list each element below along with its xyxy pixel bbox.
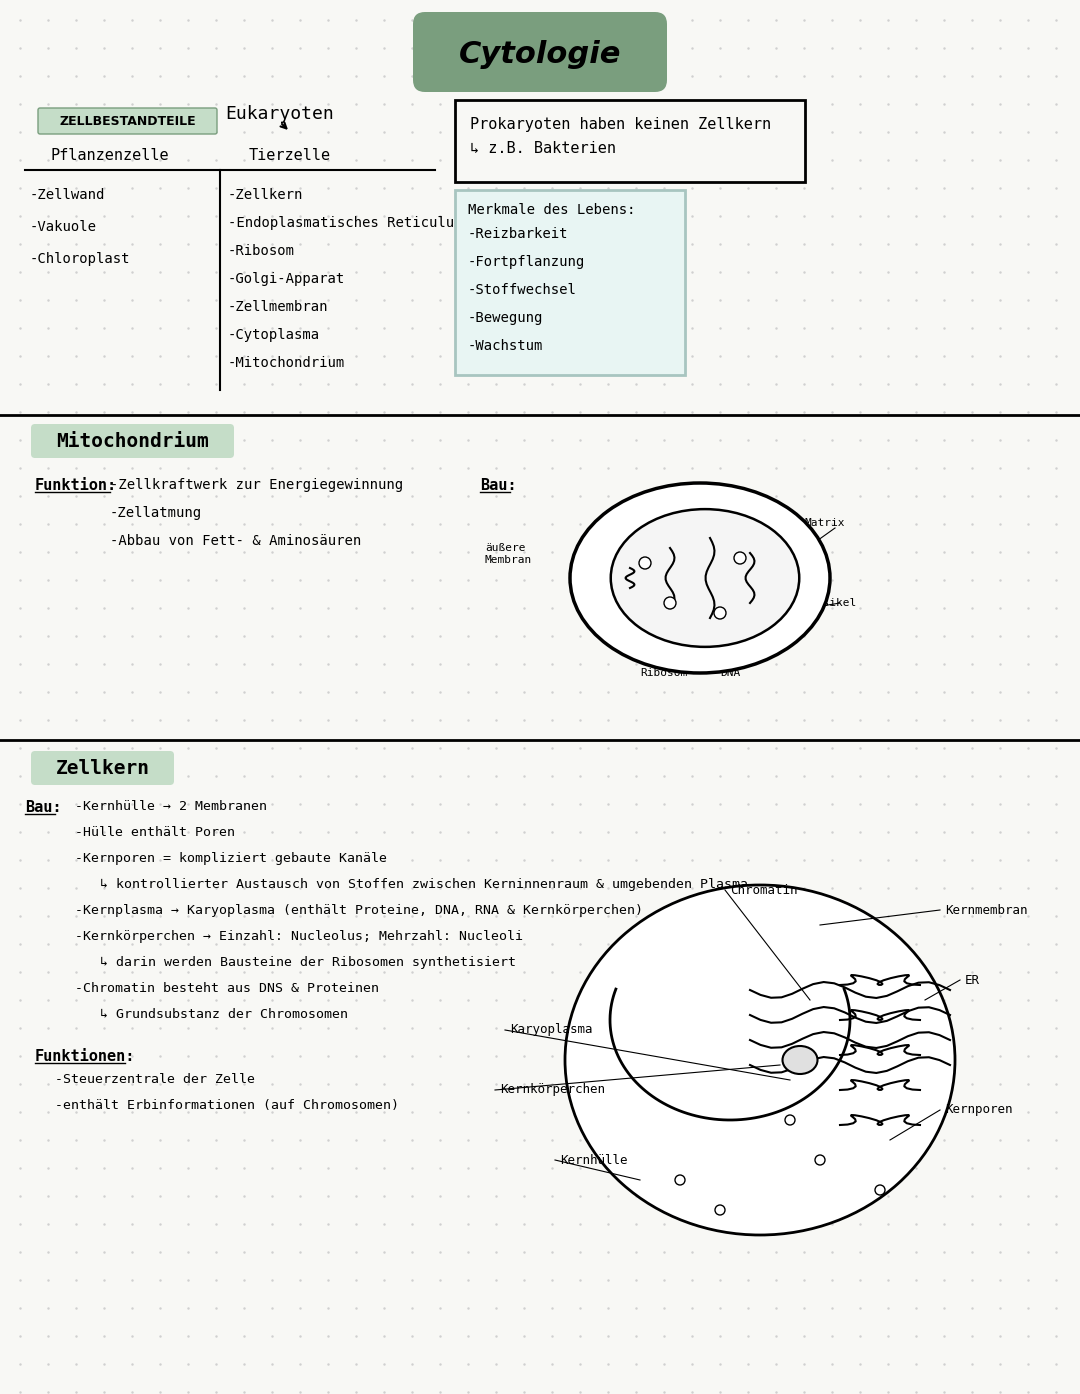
Text: Pflanzenzelle: Pflanzenzelle bbox=[51, 148, 170, 163]
Text: -Mitochondrium: -Mitochondrium bbox=[228, 355, 346, 369]
Text: Ribosom: Ribosom bbox=[640, 668, 687, 677]
Text: Eukaryoten: Eukaryoten bbox=[226, 105, 335, 123]
Text: innere
Membran: innere Membran bbox=[710, 498, 757, 520]
Ellipse shape bbox=[570, 482, 831, 673]
Text: -Stoffwechsel: -Stoffwechsel bbox=[468, 283, 577, 297]
Text: Zellkern: Zellkern bbox=[55, 758, 149, 778]
Text: Prokaryoten haben keinen Zellkern: Prokaryoten haben keinen Zellkern bbox=[470, 117, 771, 132]
Text: Funktion:: Funktion: bbox=[35, 478, 117, 493]
Text: -Bewegung: -Bewegung bbox=[468, 311, 543, 325]
Text: DNA: DNA bbox=[720, 668, 740, 677]
Text: ZELLBESTANDTEILE: ZELLBESTANDTEILE bbox=[59, 114, 195, 127]
Text: äußere
Membran: äußere Membran bbox=[485, 544, 532, 565]
Circle shape bbox=[675, 1175, 685, 1185]
FancyBboxPatch shape bbox=[38, 107, 217, 134]
Text: -Kernplasma → Karyoplasma (enthält Proteine, DNA, RNA & Kernkörperchen): -Kernplasma → Karyoplasma (enthält Prote… bbox=[75, 903, 643, 917]
FancyBboxPatch shape bbox=[455, 190, 685, 375]
FancyBboxPatch shape bbox=[455, 100, 805, 183]
Text: ↳ Grundsubstanz der Chromosomen: ↳ Grundsubstanz der Chromosomen bbox=[100, 1008, 348, 1020]
Text: -Chloroplast: -Chloroplast bbox=[30, 252, 131, 266]
Circle shape bbox=[785, 1115, 795, 1125]
Text: Funktionen:: Funktionen: bbox=[35, 1050, 135, 1064]
Text: Mitochondrium: Mitochondrium bbox=[56, 432, 208, 450]
Text: Kernkörperchen: Kernkörperchen bbox=[500, 1083, 605, 1097]
FancyBboxPatch shape bbox=[31, 751, 174, 785]
Text: -Zellmembran: -Zellmembran bbox=[228, 300, 328, 314]
Text: Vesikel: Vesikel bbox=[810, 598, 858, 608]
FancyBboxPatch shape bbox=[31, 424, 234, 459]
Text: -Abbau von Fett- & Aminosäuren: -Abbau von Fett- & Aminosäuren bbox=[110, 534, 361, 548]
Text: -Zellkern: -Zellkern bbox=[228, 188, 303, 202]
Text: -Steuerzentrale der Zelle: -Steuerzentrale der Zelle bbox=[55, 1073, 255, 1086]
Text: -Zellkraftwerk zur Energiegewinnung: -Zellkraftwerk zur Energiegewinnung bbox=[110, 478, 403, 492]
Circle shape bbox=[734, 552, 746, 565]
Text: -Ribosom: -Ribosom bbox=[228, 244, 295, 258]
Text: ER: ER bbox=[966, 973, 980, 987]
Text: Chromatin: Chromatin bbox=[730, 884, 797, 896]
Text: -Chromatin besteht aus DNS & Proteinen: -Chromatin besteht aus DNS & Proteinen bbox=[75, 981, 379, 995]
Text: Tierzelle: Tierzelle bbox=[248, 148, 332, 163]
Text: ↳ kontrollierter Austausch von Stoffen zwischen Kerninnenraum & umgebenden Plasm: ↳ kontrollierter Austausch von Stoffen z… bbox=[100, 878, 748, 891]
Text: Cytologie: Cytologie bbox=[459, 39, 621, 68]
Text: Kernporen: Kernporen bbox=[945, 1104, 1012, 1117]
Ellipse shape bbox=[565, 885, 955, 1235]
Text: Merkmale des Lebens:: Merkmale des Lebens: bbox=[468, 204, 635, 217]
Text: -Fortpflanzung: -Fortpflanzung bbox=[468, 255, 585, 269]
Text: -Wachstum: -Wachstum bbox=[468, 339, 543, 353]
Text: -Hülle enthält Poren: -Hülle enthält Poren bbox=[75, 827, 235, 839]
Text: -Golgi-Apparat: -Golgi-Apparat bbox=[228, 272, 346, 286]
Text: Bau:: Bau: bbox=[25, 800, 62, 815]
Text: Bau:: Bau: bbox=[480, 478, 516, 493]
FancyBboxPatch shape bbox=[413, 13, 667, 92]
Text: ↳ z.B. Bakterien: ↳ z.B. Bakterien bbox=[470, 141, 616, 156]
Text: -Kernkörperchen → Einzahl: Nucleolus; Mehrzahl: Nucleoli: -Kernkörperchen → Einzahl: Nucleolus; Me… bbox=[75, 930, 523, 942]
Text: -Zellwand: -Zellwand bbox=[30, 188, 106, 202]
Ellipse shape bbox=[611, 509, 799, 647]
Text: -Cytoplasma: -Cytoplasma bbox=[228, 328, 320, 342]
Text: -Endoplasmatisches Reticulum: -Endoplasmatisches Reticulum bbox=[228, 216, 462, 230]
Circle shape bbox=[875, 1185, 885, 1195]
Text: Kernmembran: Kernmembran bbox=[945, 903, 1027, 916]
Text: -Kernhülle → 2 Membranen: -Kernhülle → 2 Membranen bbox=[75, 800, 267, 813]
Circle shape bbox=[715, 1204, 725, 1216]
Text: -enthält Erbinformationen (auf Chromosomen): -enthält Erbinformationen (auf Chromosom… bbox=[55, 1098, 399, 1112]
Text: Kernhülle: Kernhülle bbox=[561, 1153, 627, 1167]
Text: -Zellatmung: -Zellatmung bbox=[110, 506, 202, 520]
Text: Karyoplasma: Karyoplasma bbox=[510, 1023, 593, 1037]
Text: ↳ darin werden Bausteine der Ribosomen synthetisiert: ↳ darin werden Bausteine der Ribosomen s… bbox=[100, 956, 516, 969]
Text: Matrix: Matrix bbox=[805, 519, 846, 528]
Circle shape bbox=[664, 597, 676, 609]
Text: -Vakuole: -Vakuole bbox=[30, 220, 97, 234]
Circle shape bbox=[815, 1156, 825, 1165]
Text: -Kernporen = kompliziert gebaute Kanäle: -Kernporen = kompliziert gebaute Kanäle bbox=[75, 852, 387, 866]
Text: -Reizbarkeit: -Reizbarkeit bbox=[468, 227, 568, 241]
Circle shape bbox=[639, 558, 651, 569]
Circle shape bbox=[714, 606, 726, 619]
Ellipse shape bbox=[783, 1046, 818, 1073]
